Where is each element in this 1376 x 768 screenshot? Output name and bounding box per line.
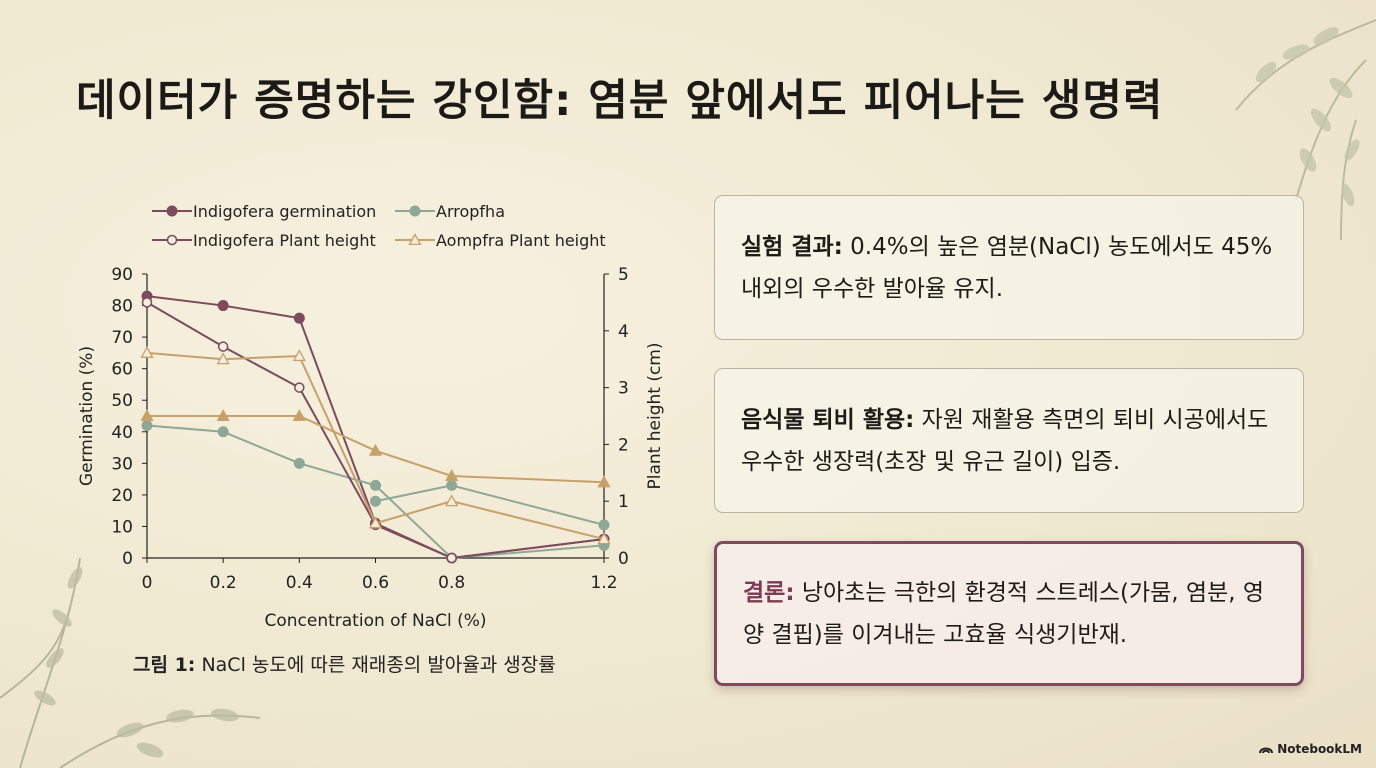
data-point xyxy=(446,479,458,491)
figure-caption: 그림 1: NaCl 농도에 따른 재래종의 발아율과 생장률 xyxy=(133,650,556,677)
series-line xyxy=(147,415,605,484)
data-point xyxy=(294,382,305,393)
x-tick-label: 0.8 xyxy=(438,573,465,593)
legend-marker xyxy=(409,205,421,217)
y-tick-label: 50 xyxy=(111,391,133,411)
card-text: 자원 재활용 측면의 퇴비 시공에서도 우수한 생장력(초장 및 유근 길이) … xyxy=(741,406,1269,475)
y2-tick-label: 1 xyxy=(618,492,629,512)
data-point xyxy=(370,479,381,491)
data-point xyxy=(370,495,381,507)
y-tick-label: 70 xyxy=(111,328,133,348)
card-label: 결론: xyxy=(743,579,795,606)
legend-label: Aompfra Plant height xyxy=(436,231,606,250)
x-tick-label: 0.4 xyxy=(286,573,313,593)
data-point xyxy=(217,426,229,438)
result-card: 실험 결과: 0.4%의 높은 염분(NaCl) 농도에서도 45% 내외의 우… xyxy=(714,195,1304,340)
data-point xyxy=(368,443,383,456)
data-point xyxy=(141,419,153,431)
data-point xyxy=(445,469,459,482)
y-tick-label: 20 xyxy=(111,486,133,506)
y-tick-label: 90 xyxy=(111,265,133,285)
series-line xyxy=(146,301,605,560)
legend-marker xyxy=(166,234,178,246)
data-point xyxy=(292,409,306,422)
x-tick-label: 0.2 xyxy=(210,573,237,593)
series-line xyxy=(146,351,605,541)
card-label: 실험 결과: xyxy=(741,233,843,260)
caption-label: 그림 1: xyxy=(133,654,196,676)
data-point xyxy=(216,352,230,365)
y-tick-label: 80 xyxy=(111,297,133,317)
x-tick-label: 1.2 xyxy=(590,573,617,593)
x-axis-title: Concentration of NaCl (%) xyxy=(264,611,486,631)
legend-marker xyxy=(408,233,422,246)
card-text: 낭아초는 극한의 환경적 스트레스(가뭄, 염분, 영양 결핍)를 이겨내는 고… xyxy=(743,579,1265,648)
data-point xyxy=(292,349,306,362)
data-point xyxy=(217,300,229,312)
data-point xyxy=(368,516,383,529)
data-point xyxy=(598,519,610,531)
data-point xyxy=(140,409,154,422)
y2-tick-label: 4 xyxy=(618,322,629,342)
y-tick-label: 30 xyxy=(111,454,133,474)
series-line xyxy=(146,424,605,560)
data-point xyxy=(446,552,457,564)
data-point xyxy=(141,297,153,308)
compost-card: 음식물 퇴비 활용: 자원 재활용 측면의 퇴비 시공에서도 우수한 생장력(초… xyxy=(714,368,1304,513)
y-axis-title: Germination (%) xyxy=(77,346,97,486)
y-tick-label: 10 xyxy=(111,517,133,537)
y-tick-label: 40 xyxy=(111,423,133,443)
legend-label: Indigofera germination xyxy=(193,202,376,221)
data-point xyxy=(216,409,230,422)
data-point xyxy=(140,346,154,358)
legend-label: Indigofera Plant height xyxy=(193,231,376,250)
data-point xyxy=(597,475,611,488)
card-label: 음식물 퇴비 활용: xyxy=(741,406,915,433)
brand-label: NotebookLM xyxy=(1277,742,1362,756)
legend-label: Arropfha xyxy=(436,202,505,221)
notebooklm-logo-icon xyxy=(1259,747,1274,754)
caption-text: NaCl 농도에 따른 재래종의 발아율과 생장률 xyxy=(195,654,556,676)
x-tick-label: 0.6 xyxy=(362,573,389,593)
y2-tick-label: 2 xyxy=(618,435,629,455)
brand-watermark: NotebookLM xyxy=(1259,742,1362,756)
y-tick-label: 60 xyxy=(111,360,133,380)
data-point xyxy=(217,341,229,352)
y-tick-label: 0 xyxy=(122,549,133,569)
data-point xyxy=(293,457,305,469)
data-point xyxy=(445,494,459,507)
y2-tick-label: 0 xyxy=(618,549,629,569)
data-point xyxy=(597,532,611,545)
page-title: 데이터가 증명하는 강인함: 염분 앞에서도 피어나는 생명력 xyxy=(76,76,1164,126)
y2-axis-title: Plant height (cm) xyxy=(645,343,665,490)
legend-marker xyxy=(166,205,178,217)
conclusion-card: 결론: 낭아초는 극한의 환경적 스트레스(가뭄, 염분, 영양 결핍)를 이겨… xyxy=(714,541,1304,686)
card-text: 0.4%의 높은 염분(NaCl) 농도에서도 45% 내외의 우수한 발아율 … xyxy=(741,233,1273,302)
y2-tick-label: 3 xyxy=(618,379,629,399)
x-tick-label: 0 xyxy=(142,573,153,593)
data-point xyxy=(293,312,305,324)
y2-tick-label: 5 xyxy=(618,265,629,285)
